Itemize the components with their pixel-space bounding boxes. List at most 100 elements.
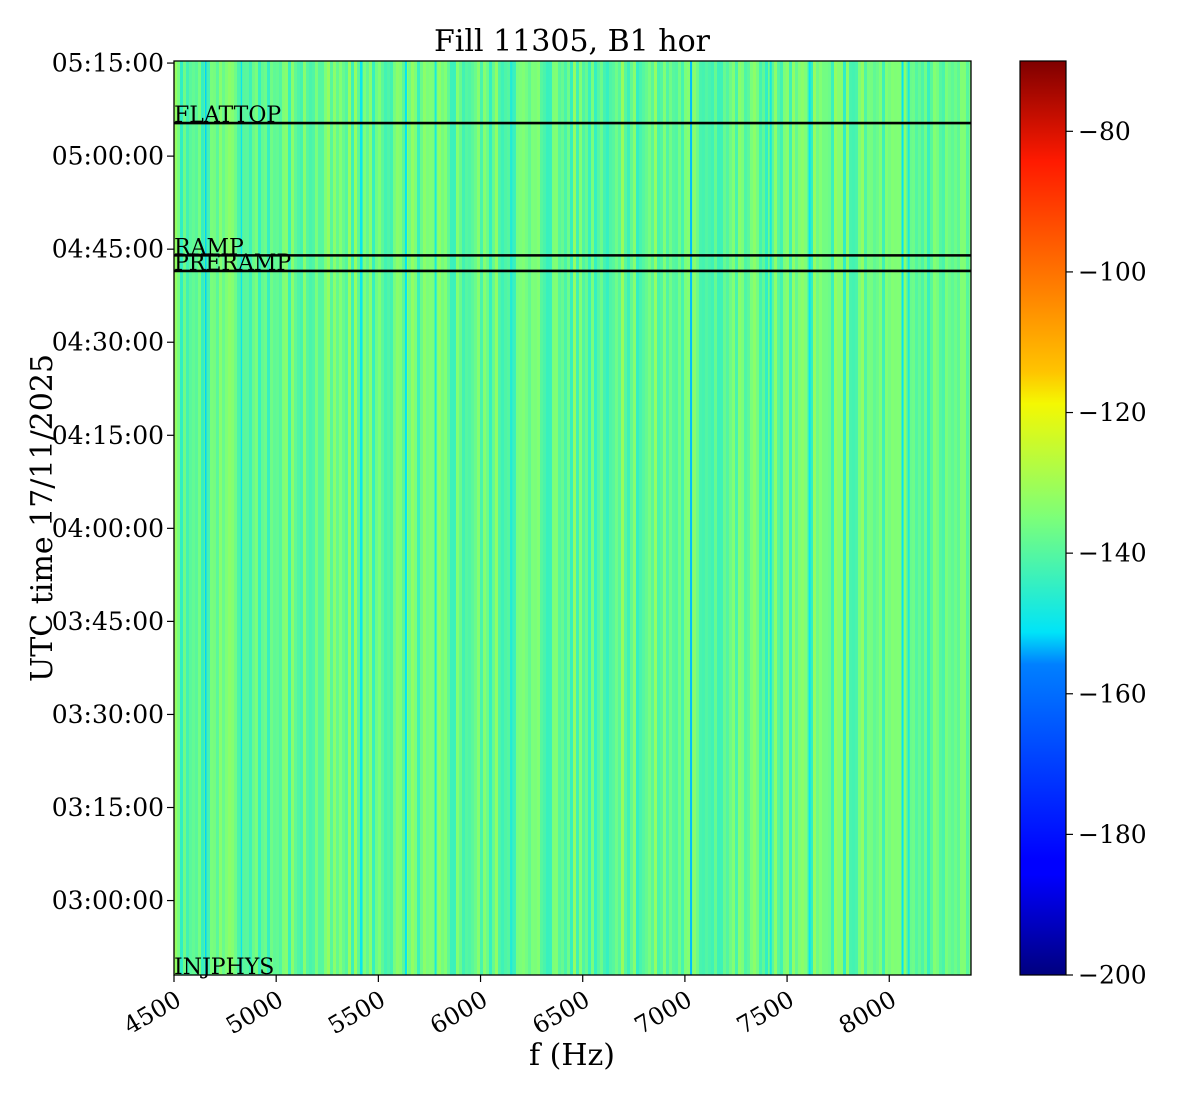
heatmap-column [354, 61, 358, 975]
heatmap-column [492, 61, 496, 975]
colorbar-tick-label: −120 [1078, 398, 1147, 427]
heatmap-column [378, 61, 382, 975]
heatmap-column [324, 61, 328, 975]
heatmap-column [852, 61, 856, 975]
heatmap-column [564, 61, 568, 975]
heatmap-column [822, 61, 826, 975]
heatmap-column [219, 61, 223, 975]
heatmap-column [840, 61, 844, 975]
heatmap-column [867, 61, 871, 975]
heatmap-column [897, 61, 901, 975]
heatmap-column [603, 61, 607, 975]
heatmap-column [186, 61, 190, 975]
heatmap-column [618, 61, 622, 975]
heatmap-column [627, 61, 631, 975]
heatmap-column [858, 61, 862, 975]
heatmap-column [918, 61, 922, 975]
y-tick-label: 03:45:00 [52, 607, 164, 636]
heatmap-column [180, 61, 184, 975]
heatmap-column [294, 61, 298, 975]
heatmap-column [816, 61, 820, 975]
heatmap-column [309, 61, 313, 975]
heatmap-column [465, 61, 469, 975]
heatmap-column [681, 61, 685, 975]
heatmap-column [228, 61, 232, 975]
heatmap-column [903, 61, 907, 975]
heatmap-column [237, 61, 241, 975]
spectral-line [359, 61, 362, 975]
heatmap-column [255, 61, 259, 975]
heatmap-column [876, 61, 880, 975]
x-tick-label: 5000 [221, 985, 288, 1040]
heatmap-column [939, 61, 943, 975]
heatmap-column [825, 61, 829, 975]
heatmap-column [450, 61, 454, 975]
heatmap-column [330, 61, 334, 975]
heatmap-column [438, 61, 442, 975]
heatmap-column [663, 61, 667, 975]
chart-title: Fill 11305, B1 hor [434, 24, 711, 59]
heatmap-column [501, 61, 505, 975]
heatmap-column [696, 61, 700, 975]
phase-marker-label: FLATTOP [174, 103, 281, 128]
heatmap-column [315, 61, 319, 975]
heatmap-column [426, 61, 430, 975]
heatmap-column [306, 61, 310, 975]
heatmap-column [774, 61, 778, 975]
heatmap-column [930, 61, 934, 975]
heatmap-column [597, 61, 601, 975]
y-tick-label: 04:30:00 [52, 328, 164, 357]
spectral-line [240, 61, 243, 975]
heatmap-column [246, 61, 250, 975]
heatmap-column [342, 61, 346, 975]
heatmap-column [531, 61, 535, 975]
heatmap-column [270, 61, 274, 975]
heatmap-column [855, 61, 859, 975]
heatmap-column [912, 61, 916, 975]
heatmap-column [327, 61, 331, 975]
heatmap-column [717, 61, 721, 975]
heatmap-column [570, 61, 574, 975]
heatmap-column [513, 61, 517, 975]
heatmap-column [609, 61, 613, 975]
heatmap-column [834, 61, 838, 975]
heatmap-column [519, 61, 523, 975]
heatmap-column [591, 61, 595, 975]
heatmap-column [429, 61, 433, 975]
heatmap-column [810, 61, 814, 975]
heatmap-column [351, 61, 355, 975]
heatmap-column [441, 61, 445, 975]
heatmap-column [759, 61, 763, 975]
heatmap-column [648, 61, 652, 975]
heatmap-column [927, 61, 931, 975]
colorbar [1019, 60, 1067, 976]
heatmap-column [345, 61, 349, 975]
heatmap-column [507, 61, 511, 975]
heatmap-column [705, 61, 709, 975]
heatmap-column [318, 61, 322, 975]
heatmap-column [969, 61, 971, 975]
heatmap-column [555, 61, 559, 975]
heatmap-column [483, 61, 487, 975]
heatmap-column [213, 61, 217, 975]
heatmap-column [639, 61, 643, 975]
heatmap-column [243, 61, 247, 975]
heatmap-column [960, 61, 964, 975]
heatmap-column [183, 61, 187, 975]
heatmap-column [357, 61, 361, 975]
heatmap-column [612, 61, 616, 975]
heatmap-column [444, 61, 448, 975]
heatmap-column [384, 61, 388, 975]
heatmap-column [291, 61, 295, 975]
heatmap-column [819, 61, 823, 975]
heatmap-column [432, 61, 436, 975]
spectral-line [769, 61, 772, 975]
heatmap-column [264, 61, 268, 975]
heatmap-column [789, 61, 793, 975]
heatmap-column [699, 61, 703, 975]
heatmap-column [669, 61, 673, 975]
heatmap-column [675, 61, 679, 975]
colorbar-tick-label: −140 [1078, 539, 1147, 568]
heatmap-column [225, 61, 229, 975]
heatmap-column [276, 61, 280, 975]
